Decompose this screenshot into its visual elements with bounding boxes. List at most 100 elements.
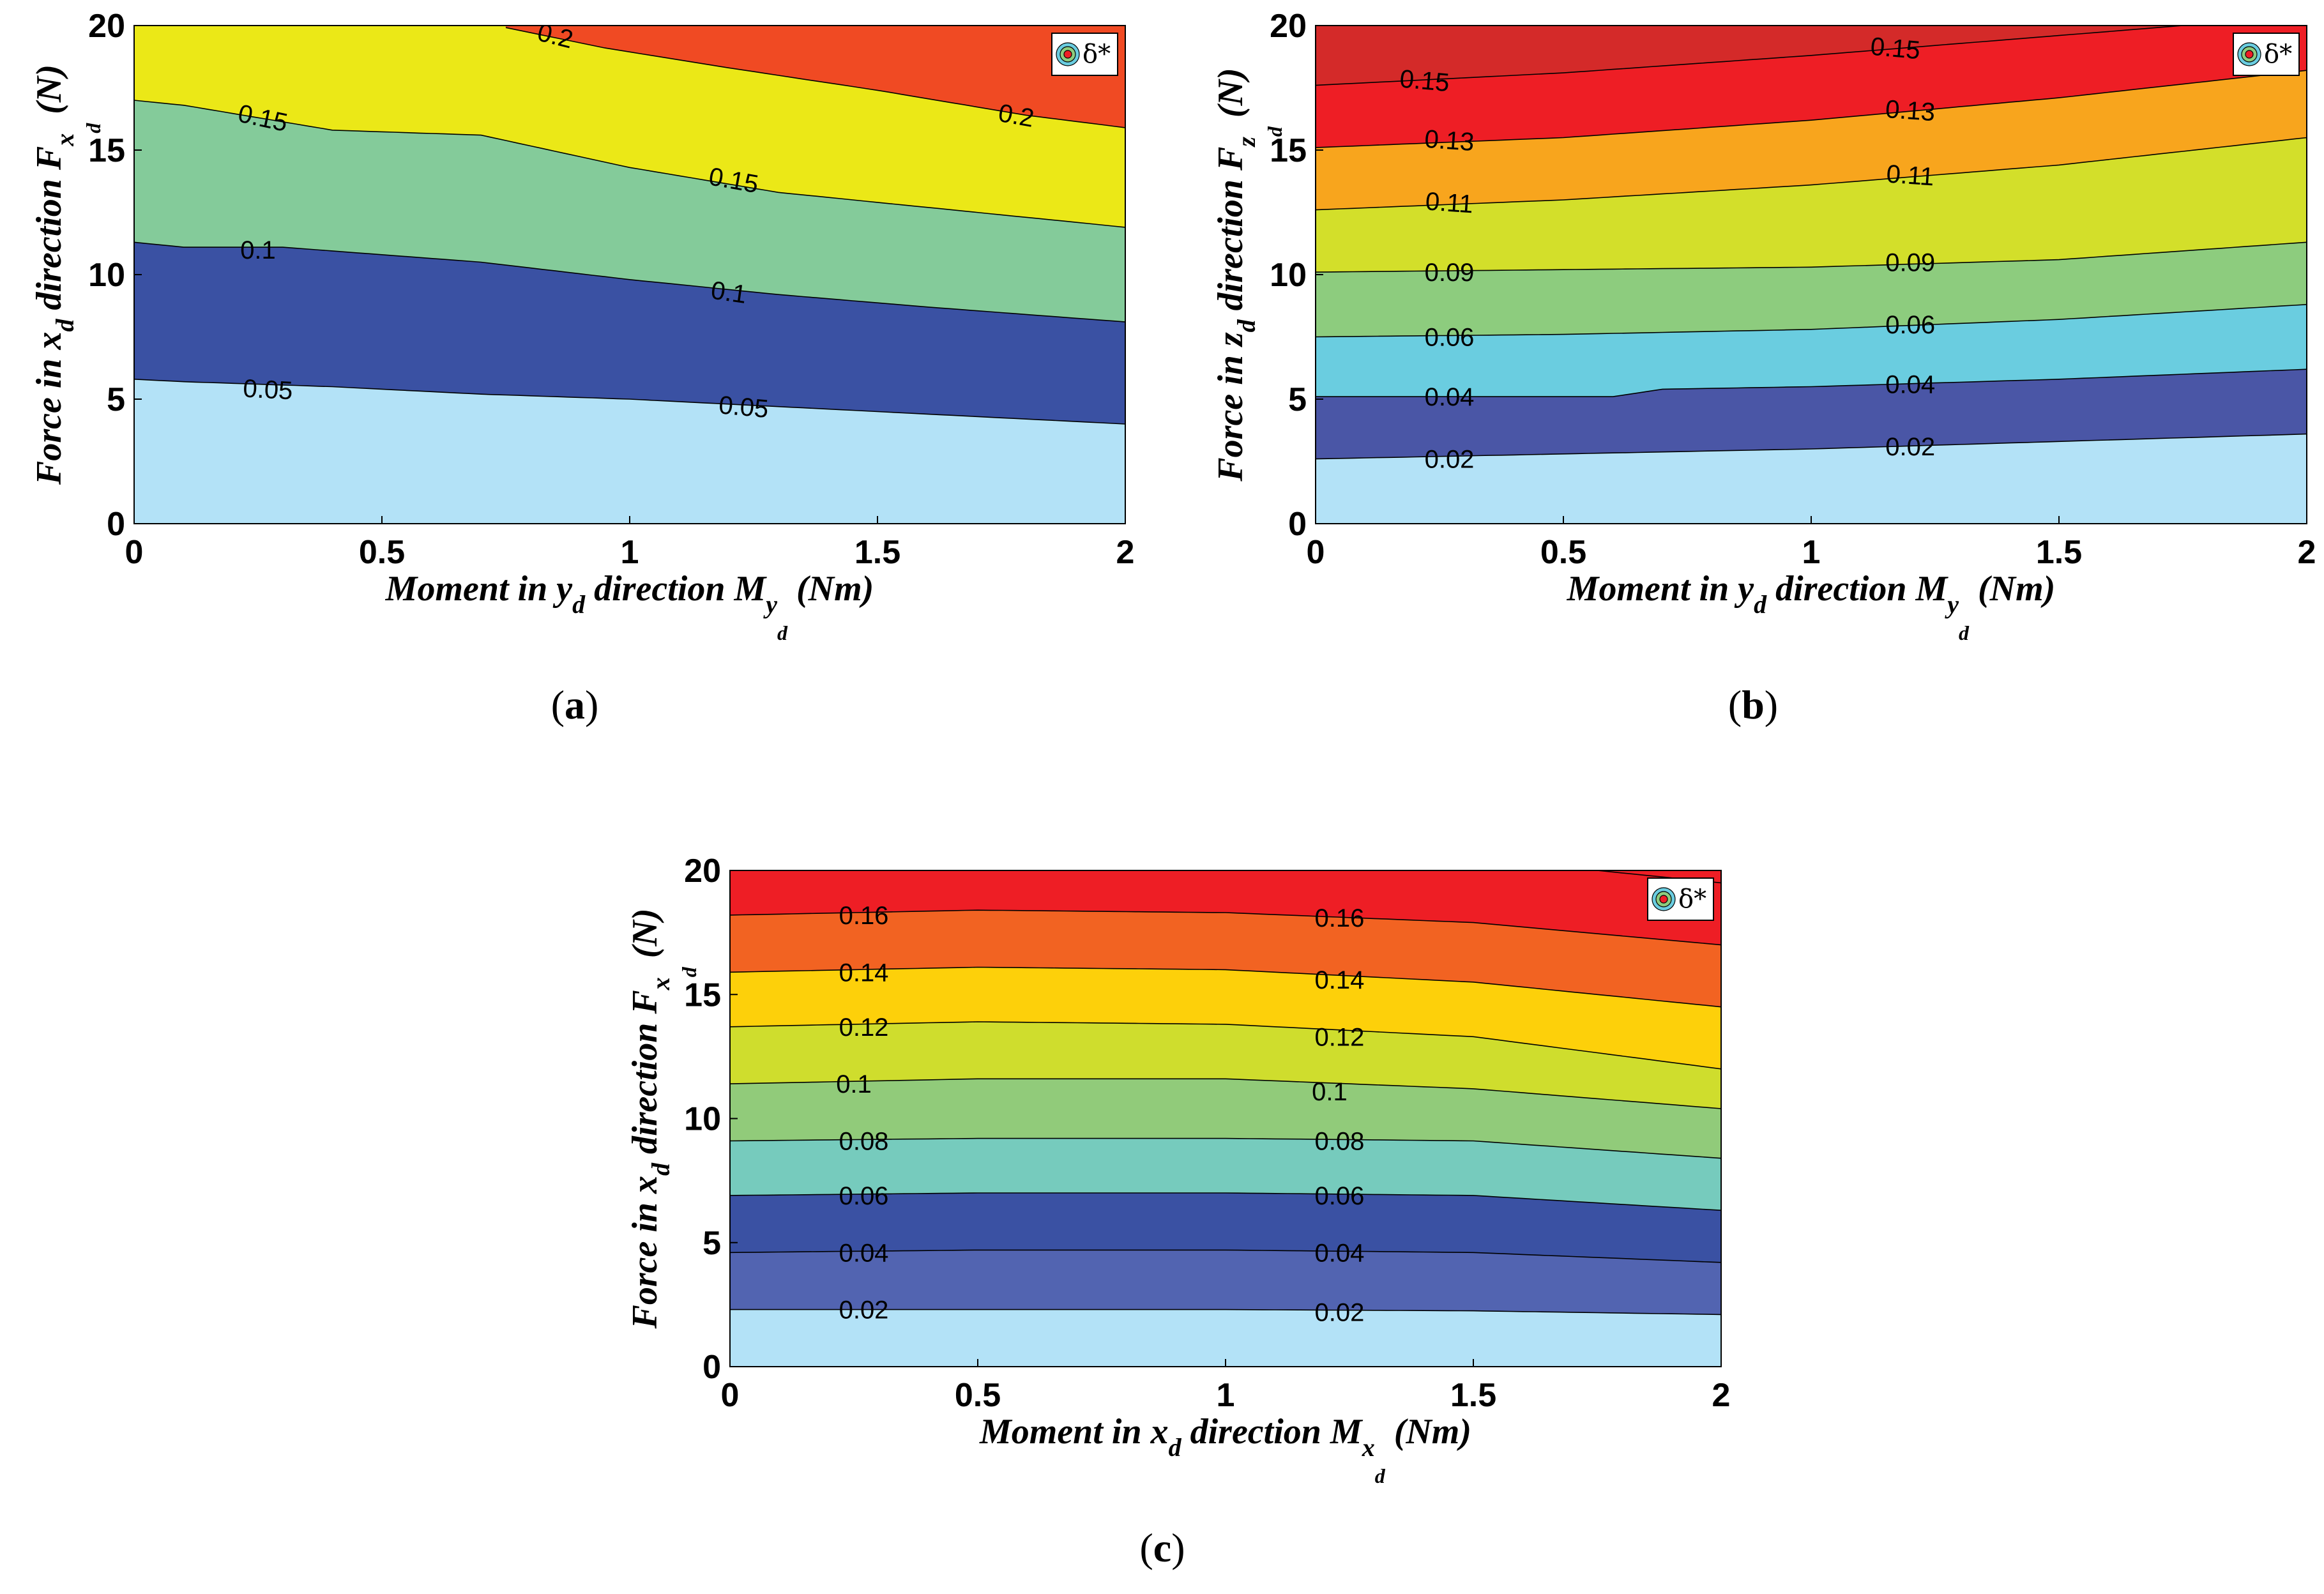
contour-label: 0.15 — [1399, 65, 1450, 97]
y-tick-label: 20 — [88, 8, 125, 45]
x-tick-label: 0 — [721, 1377, 740, 1414]
y-axis-label: Force in xd direction Fxd (N) — [29, 65, 105, 485]
contour-label: 0.11 — [1885, 160, 1935, 191]
y-tick-label: 10 — [1270, 257, 1307, 294]
contour-line-0.06 — [1316, 304, 2307, 338]
x-tick-label: 1.5 — [1450, 1377, 1496, 1414]
contour-line-0.02 — [1316, 433, 2307, 460]
contour-plot-area: 0.02 0.02 0.04 0.04 0.06 0.06 0.09 0.09 0.11 0.11… — [1316, 26, 2307, 524]
contour-label: 0.15 — [1869, 33, 1921, 65]
contour-label: 0.04 — [1425, 383, 1475, 411]
y-tick-label: 5 — [703, 1225, 721, 1262]
y-tick-label: 10 — [88, 257, 125, 294]
panel-caption: (a) — [551, 682, 599, 727]
band-0.05 — [134, 379, 1125, 524]
contour-label: 0.02 — [1425, 446, 1475, 474]
x-tick-label: 2 — [2298, 534, 2316, 571]
contour-label: 0.06 — [1315, 1182, 1365, 1210]
x-tick-label: 1 — [1217, 1377, 1235, 1414]
contour-line-0.09 — [1316, 241, 2307, 273]
y-tick-label: 5 — [1288, 381, 1307, 418]
legend: δ* — [1647, 877, 1714, 921]
contour-label: 0.16 — [839, 902, 889, 930]
contour-label: 0.04 — [839, 1239, 889, 1267]
contour-label: 0.04 — [1885, 371, 1935, 399]
x-tick-label: 0 — [125, 534, 144, 571]
contour-label: 0.14 — [1315, 966, 1365, 994]
contour-label: 0.12 — [1315, 1023, 1365, 1051]
legend: δ* — [2233, 33, 2300, 76]
y-tick-label: 0 — [107, 506, 125, 543]
contour-label: 0.16 — [1315, 904, 1365, 932]
contour-label: 0.09 — [1885, 249, 1935, 277]
chart-panel-b: 0.02 0.02 0.04 0.04 0.06 0.06 0.09 0.09 0.11 0.11… — [1211, 8, 2316, 727]
contour-plot-area: 0.02 0.02 0.04 0.04 0.06 0.06 0.08 0.08 0.1 0.1 0.… — [730, 870, 1721, 1367]
contour-line-0.12 — [730, 1021, 1721, 1070]
contour-line-0.2 — [505, 27, 1125, 128]
legend-label: δ* — [1678, 884, 1706, 914]
y-axis-label: Force in xd direction Fxd (N) — [625, 909, 701, 1330]
contour-label: 0.08 — [839, 1127, 889, 1155]
y-tick-label: 15 — [88, 132, 125, 169]
contour-line-0.08 — [730, 1137, 1721, 1159]
y-axis-label: Force in zd direction Fzd (N) — [1211, 68, 1286, 482]
x-tick-label: 0 — [1307, 534, 1325, 571]
x-axis-label: Moment in yd direction Myd (Nm) — [1567, 569, 2056, 644]
band-0.02 — [1316, 434, 2307, 524]
contour-label: 0.04 — [1315, 1239, 1365, 1267]
contour-line-0.1 — [134, 241, 1125, 323]
x-tick-label: 0.5 — [1540, 534, 1586, 571]
contour-line-0.15 — [134, 100, 1125, 228]
x-axis-label: Moment in xd direction Mxd (Nm) — [979, 1412, 1471, 1487]
contour-label: 0.05 — [242, 374, 293, 405]
contour-line-0.06 — [730, 1192, 1721, 1211]
contour-label: 0.02 — [1315, 1299, 1365, 1327]
legend: δ* — [1051, 33, 1118, 76]
panel-caption: (b) — [1728, 682, 1778, 727]
x-tick-label: 2 — [1116, 534, 1135, 571]
contour-line-0.02 — [730, 1309, 1721, 1316]
contour-label: 0.12 — [839, 1013, 889, 1042]
x-tick-label: 0.5 — [359, 534, 405, 571]
contour-line-0.05 — [134, 379, 1125, 425]
x-tick-label: 0.5 — [955, 1377, 1001, 1414]
contour-label: 0.06 — [1885, 311, 1935, 339]
y-tick-label: 0 — [1288, 506, 1307, 543]
contour-line-0.1 — [730, 1078, 1721, 1109]
contour-line-0.13 — [1316, 70, 2307, 148]
contour-label: 0.06 — [1425, 324, 1475, 352]
contour-label: 0.05 — [718, 391, 770, 423]
y-tick-label: 15 — [684, 976, 721, 1013]
contour-plot-area: 0.050.050.10.10.150.150.20.2 — [134, 26, 1125, 524]
legend-label: δ* — [1082, 40, 1111, 69]
contour-label: 0.08 — [1315, 1127, 1365, 1155]
y-tick-label: 15 — [1270, 132, 1307, 169]
contour-label: 0.1 — [1312, 1078, 1348, 1106]
chart-panel-a: 0.050.050.10.10.150.150.20.20 0.5 1 1.5 2051… — [29, 8, 1135, 727]
y-tick-label: 10 — [684, 1101, 721, 1138]
y-tick-label: 20 — [684, 853, 721, 890]
contour-label: 0.11 — [1425, 187, 1475, 218]
contour-label: 0.13 — [1424, 125, 1475, 156]
contour-line-0.11 — [1316, 137, 2307, 211]
contour-label: 0.02 — [839, 1296, 889, 1325]
y-tick-label: 20 — [1270, 8, 1307, 45]
x-tick-label: 1.5 — [2036, 534, 2082, 571]
x-axis-label: Moment in yd direction Myd (Nm) — [385, 569, 874, 644]
contour-label: 0.09 — [1425, 259, 1475, 287]
contour-line-0.04 — [1316, 368, 2307, 397]
contour-line-0.14 — [730, 966, 1721, 1008]
contour-legend-icon — [1652, 887, 1676, 911]
y-tick-label: 0 — [703, 1349, 721, 1386]
x-tick-label: 1.5 — [854, 534, 900, 571]
contour-label: 0.02 — [1885, 433, 1935, 461]
contour-label: 0.1 — [836, 1070, 872, 1098]
x-tick-label: 1 — [1802, 534, 1821, 571]
panel-caption: (c) — [1139, 1525, 1185, 1570]
contour-legend-icon — [2237, 42, 2261, 66]
contour-label: 0.06 — [839, 1182, 889, 1210]
contour-label: 0.13 — [1885, 95, 1936, 126]
legend-label: δ* — [2264, 40, 2292, 69]
contour-label: 0.14 — [839, 959, 889, 987]
x-tick-label: 2 — [1712, 1377, 1731, 1414]
